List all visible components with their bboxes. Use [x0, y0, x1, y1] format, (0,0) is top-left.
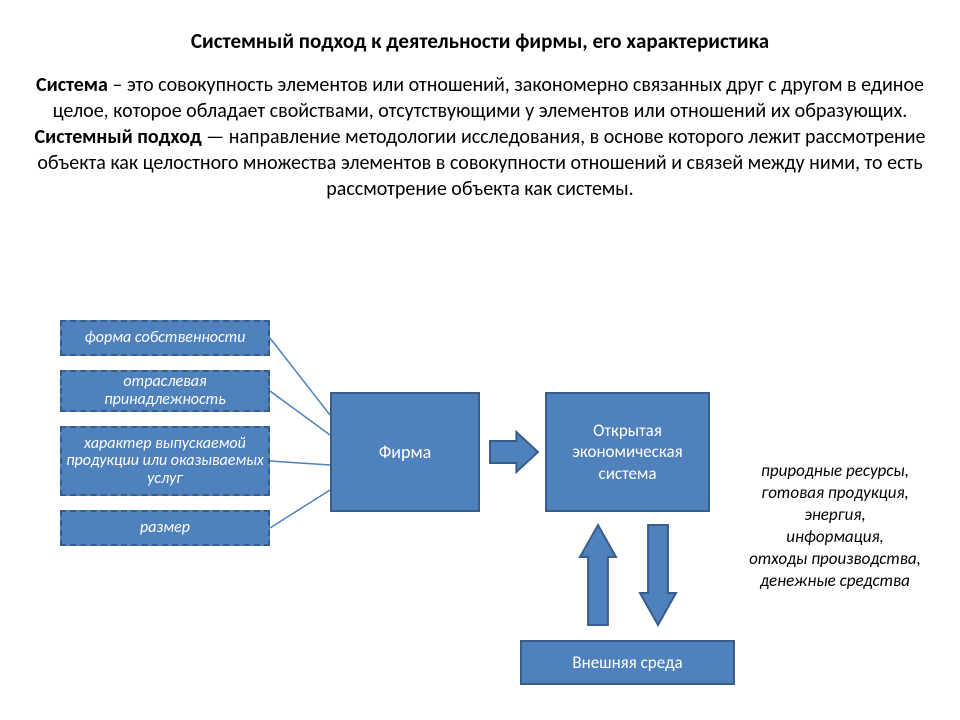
- attribute-box-1: отраслевая принадлежность: [60, 370, 270, 412]
- connectors-svg: [0, 0, 960, 720]
- box-firm: Фирма: [330, 392, 480, 512]
- attribute-box-2: характер выпускаемой продукции или оказы…: [60, 426, 270, 496]
- diagram-canvas: форма собственности отраслевая принадлежн…: [0, 0, 960, 720]
- side-notes: природные ресурсы,готовая продукция,энер…: [730, 460, 940, 593]
- attribute-box-3: размер: [60, 510, 270, 546]
- box-environment: Внешняя среда: [520, 640, 735, 685]
- attribute-box-0: форма собственности: [60, 320, 270, 356]
- box-open-system: Открытая экономическая система: [545, 392, 710, 512]
